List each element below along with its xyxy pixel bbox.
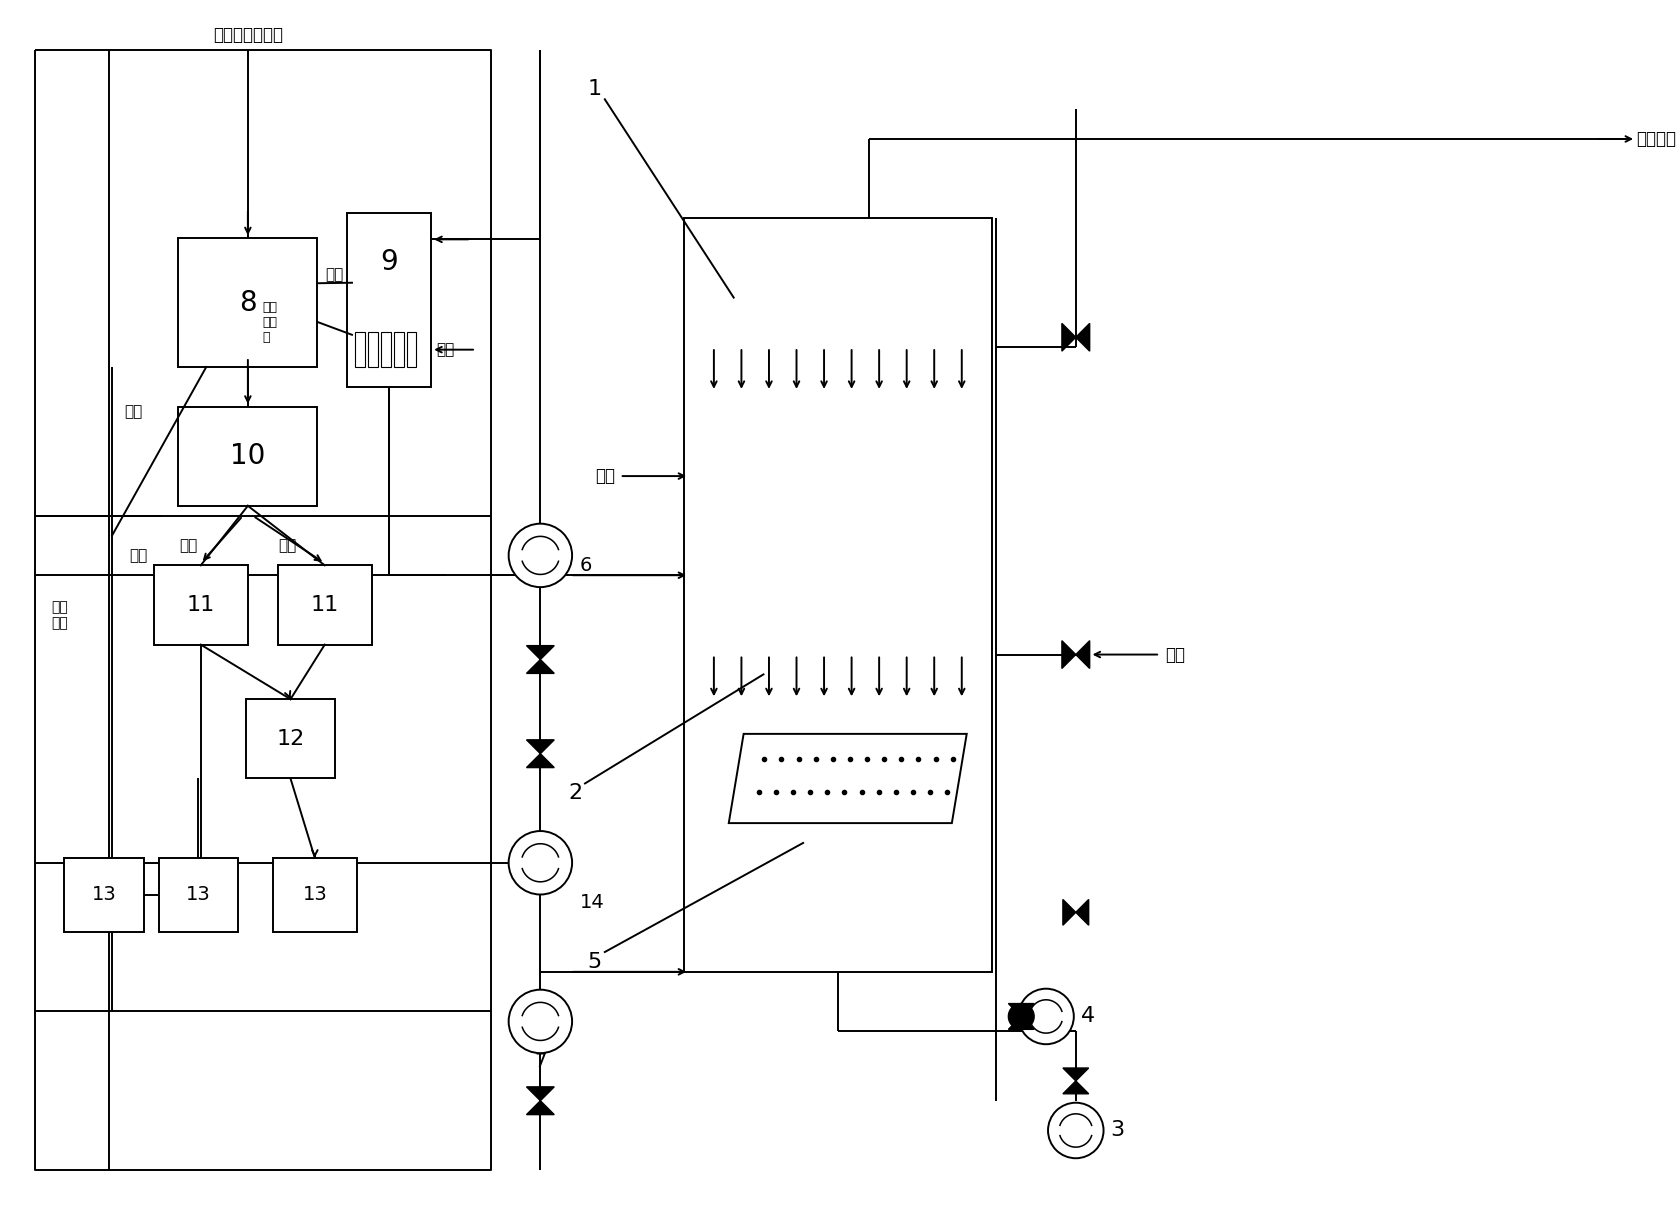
Text: 5: 5 [587,952,602,972]
Bar [381,333,391,368]
Bar [685,218,992,972]
Text: 气相放空: 气相放空 [1636,130,1676,148]
Text: 填料: 填料 [594,468,614,486]
Polygon shape [1062,1081,1089,1094]
Text: 补水: 补水 [1165,646,1185,664]
Text: 6: 6 [581,556,592,575]
Text: 1: 1 [587,80,602,99]
Bar [406,333,416,368]
Polygon shape [1008,1004,1034,1017]
Text: 流化
床副
线: 流化 床副 线 [263,301,279,343]
Text: 粉尘: 粉尘 [124,404,143,419]
Polygon shape [1062,323,1076,351]
Text: 粉尘: 粉尘 [180,537,198,553]
Bar [367,333,378,368]
Polygon shape [1008,1004,1022,1029]
Circle shape [508,524,572,587]
Text: 13: 13 [92,886,116,905]
Bar [159,858,238,933]
Polygon shape [1062,1068,1089,1081]
Text: 10: 10 [230,442,265,470]
Bar [178,406,317,506]
Bar [347,213,431,387]
Bar [272,858,357,933]
Polygon shape [527,753,554,768]
Polygon shape [527,659,554,674]
Text: 9: 9 [381,248,398,276]
Text: 成品: 成品 [279,537,297,553]
Polygon shape [527,740,554,753]
Text: 孔板: 孔板 [436,342,455,357]
Polygon shape [1076,641,1089,669]
Circle shape [1019,988,1074,1045]
Bar [64,858,144,933]
Text: 7: 7 [534,1052,547,1070]
Polygon shape [728,734,967,823]
Polygon shape [527,1087,554,1100]
Text: 粉尘
管线: 粉尘 管线 [50,600,67,630]
Text: 4: 4 [1081,1006,1094,1027]
Circle shape [1049,1103,1104,1158]
Polygon shape [1062,899,1076,925]
Bar [356,333,364,368]
Polygon shape [527,1100,554,1115]
Polygon shape [1076,323,1089,351]
Circle shape [508,831,572,894]
Text: 2: 2 [569,783,582,804]
Bar [178,239,317,368]
Text: 11: 11 [310,595,339,615]
Bar [277,565,373,645]
Polygon shape [1076,899,1089,925]
Circle shape [508,989,572,1053]
Polygon shape [527,646,554,659]
Bar [154,565,248,645]
Text: 11: 11 [186,595,215,615]
Text: 13: 13 [302,886,327,905]
Polygon shape [1022,1004,1034,1029]
Text: 皮带来颗粒尿素: 皮带来颗粒尿素 [213,25,284,43]
Bar [247,699,336,778]
Polygon shape [1008,1017,1034,1029]
Text: 成品: 成品 [326,266,344,282]
Text: 14: 14 [581,893,604,912]
Text: 13: 13 [186,886,211,905]
Polygon shape [1062,641,1076,669]
Bar [394,333,403,368]
Text: 8: 8 [238,288,257,317]
Text: 粉尘: 粉尘 [129,548,148,563]
Text: 3: 3 [1111,1121,1124,1140]
Text: 12: 12 [277,729,305,748]
